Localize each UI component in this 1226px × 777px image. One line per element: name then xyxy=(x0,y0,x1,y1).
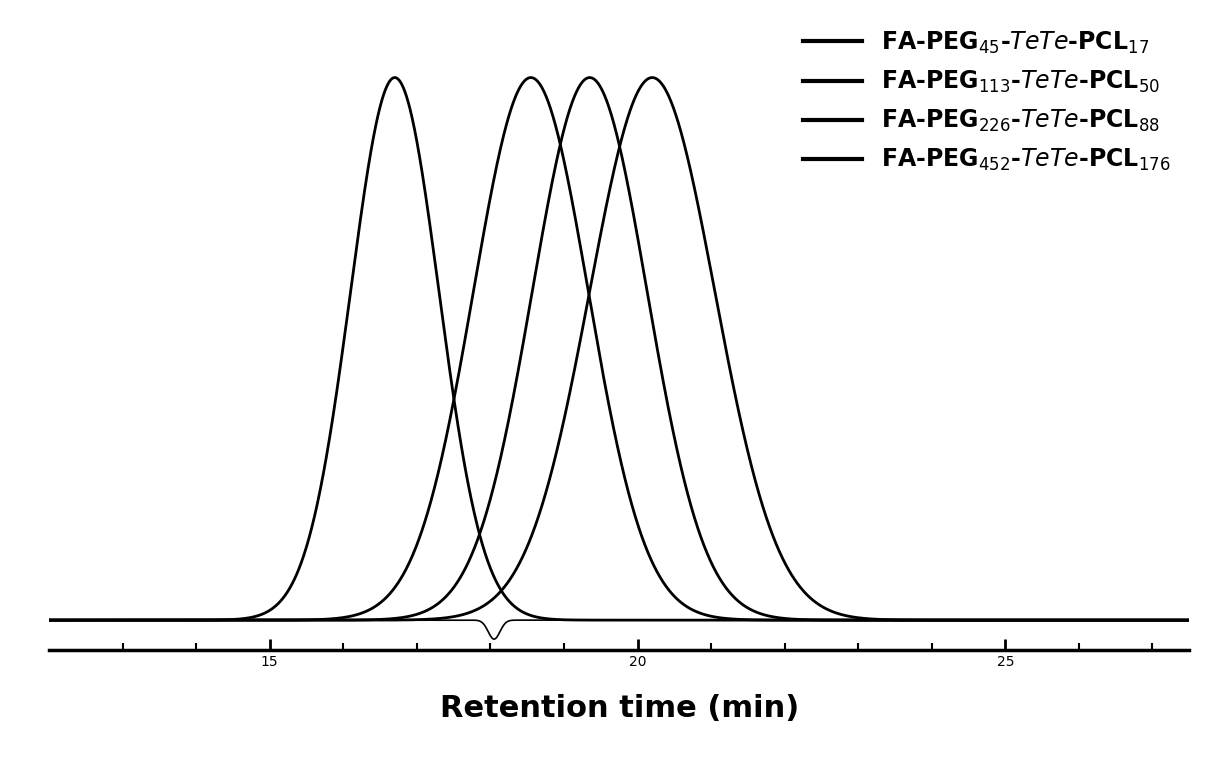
Legend: FA-PEG$_{45}$-$\mathit{TeTe}$-PCL$_{17}$, FA-PEG$_{113}$-$\mathit{TeTe}$-PCL$_{5: FA-PEG$_{45}$-$\mathit{TeTe}$-PCL$_{17}$… xyxy=(796,23,1177,180)
X-axis label: Retention time (min): Retention time (min) xyxy=(439,694,799,723)
